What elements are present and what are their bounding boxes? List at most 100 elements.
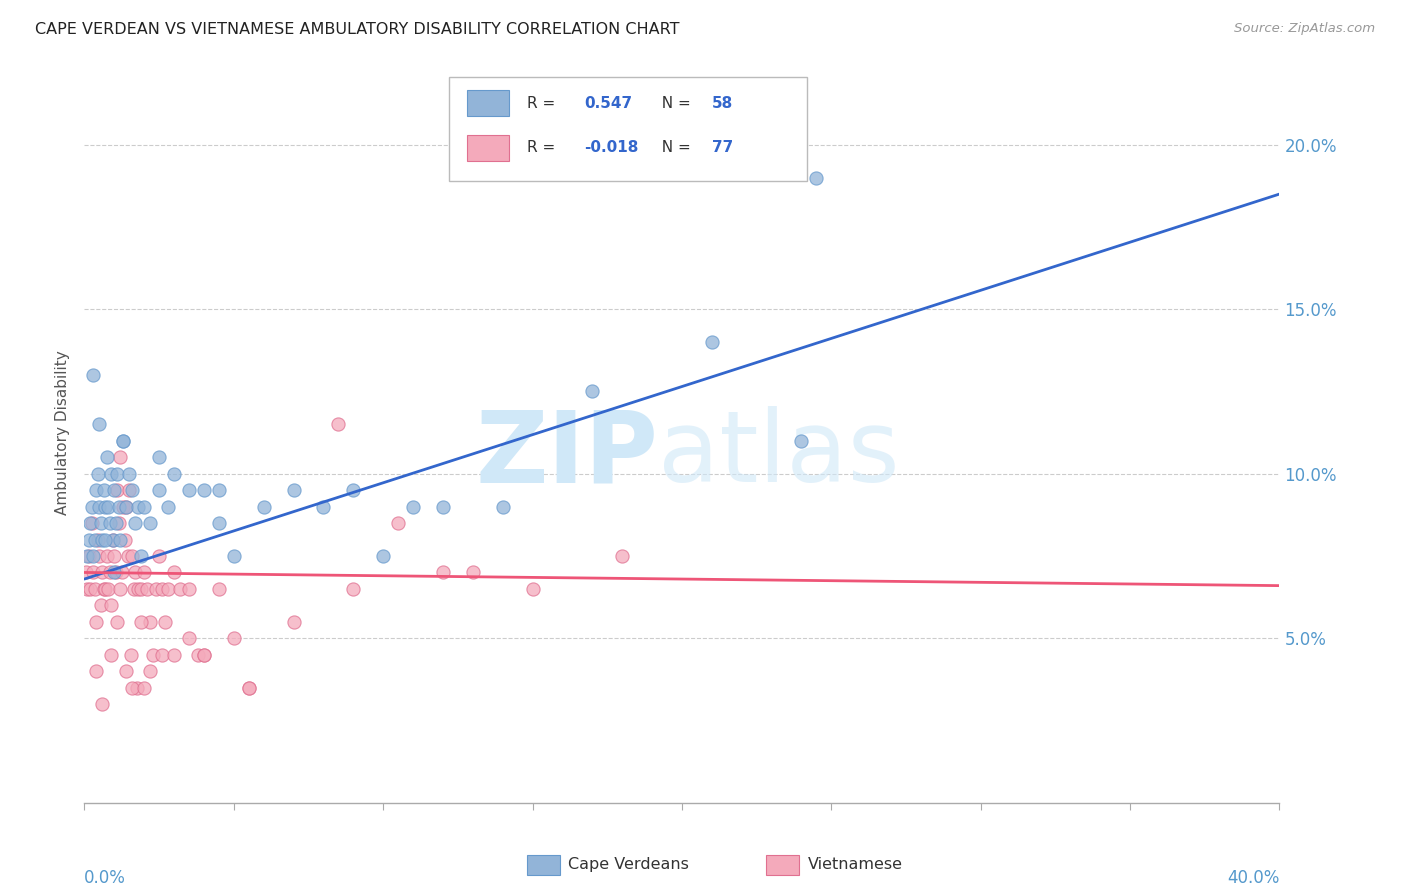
- Point: [136, 582, 159, 596]
- Point: [139, 664, 162, 678]
- Point: [94, 500, 117, 514]
- Text: Vietnamese: Vietnamese: [807, 857, 903, 872]
- Point: [581, 384, 603, 399]
- Point: [432, 500, 454, 514]
- Point: [98, 516, 121, 530]
- Point: [82, 368, 104, 382]
- Point: [402, 500, 425, 514]
- Point: [208, 483, 231, 498]
- Point: [163, 467, 186, 481]
- Text: 0.547: 0.547: [583, 95, 633, 111]
- Point: [790, 434, 813, 448]
- Point: [148, 483, 170, 498]
- Point: [139, 516, 162, 530]
- Point: [94, 582, 117, 596]
- Point: [83, 533, 105, 547]
- FancyBboxPatch shape: [449, 78, 807, 181]
- Point: [79, 582, 101, 596]
- Point: [115, 500, 138, 514]
- Point: [169, 582, 191, 596]
- Text: 77: 77: [711, 140, 733, 155]
- Point: [80, 516, 103, 530]
- Point: [89, 500, 111, 514]
- Point: [82, 549, 104, 563]
- Point: [148, 450, 170, 465]
- Point: [522, 582, 544, 596]
- Point: [105, 483, 128, 498]
- Point: [112, 434, 135, 448]
- Point: [75, 566, 97, 580]
- Point: [145, 582, 167, 596]
- Point: [112, 500, 135, 514]
- Point: [122, 582, 145, 596]
- Point: [97, 582, 120, 596]
- Text: atlas: atlas: [658, 407, 900, 503]
- Point: [97, 500, 120, 514]
- Point: [94, 533, 117, 547]
- Text: CAPE VERDEAN VS VIETNAMESE AMBULATORY DISABILITY CORRELATION CHART: CAPE VERDEAN VS VIETNAMESE AMBULATORY DI…: [35, 22, 679, 37]
- Point: [101, 533, 124, 547]
- Point: [132, 566, 156, 580]
- Point: [124, 516, 146, 530]
- Point: [150, 648, 173, 662]
- Point: [208, 582, 231, 596]
- Point: [101, 533, 124, 547]
- Text: R =: R =: [527, 140, 560, 155]
- Point: [461, 566, 484, 580]
- Point: [177, 582, 200, 596]
- Point: [283, 483, 305, 498]
- Point: [91, 697, 114, 711]
- Point: [193, 648, 215, 662]
- Point: [118, 483, 141, 498]
- Point: [177, 483, 200, 498]
- Point: [103, 483, 125, 498]
- Text: -0.018: -0.018: [583, 140, 638, 155]
- Point: [121, 549, 143, 563]
- Point: [96, 549, 118, 563]
- Point: [129, 615, 152, 629]
- Point: [91, 566, 114, 580]
- Point: [139, 615, 162, 629]
- Point: [76, 582, 98, 596]
- Point: [612, 549, 634, 563]
- Point: [90, 516, 112, 530]
- Point: [87, 467, 110, 481]
- Point: [110, 582, 132, 596]
- Point: [93, 582, 115, 596]
- Point: [127, 582, 149, 596]
- Point: [312, 500, 335, 514]
- Point: [90, 599, 112, 613]
- Point: [148, 549, 170, 563]
- Point: [76, 549, 98, 563]
- Point: [100, 467, 122, 481]
- Point: [115, 500, 138, 514]
- Point: [107, 500, 129, 514]
- FancyBboxPatch shape: [467, 90, 509, 116]
- Point: [86, 615, 108, 629]
- Point: [118, 467, 141, 481]
- Point: [342, 582, 364, 596]
- Point: [129, 582, 152, 596]
- Point: [77, 533, 100, 547]
- Point: [111, 566, 134, 580]
- Point: [187, 648, 209, 662]
- Point: [157, 582, 180, 596]
- Point: [80, 500, 103, 514]
- Point: [193, 483, 215, 498]
- Text: 58: 58: [711, 95, 733, 111]
- Point: [104, 566, 127, 580]
- Text: 0.0%: 0.0%: [84, 869, 127, 887]
- Text: Source: ZipAtlas.com: Source: ZipAtlas.com: [1234, 22, 1375, 36]
- Point: [120, 648, 142, 662]
- Point: [492, 500, 515, 514]
- Point: [700, 335, 723, 350]
- Point: [132, 500, 156, 514]
- FancyBboxPatch shape: [766, 855, 799, 875]
- Point: [121, 681, 143, 695]
- Text: ZIP: ZIP: [475, 407, 658, 503]
- Point: [89, 549, 111, 563]
- Point: [100, 648, 122, 662]
- Text: 40.0%: 40.0%: [1227, 869, 1279, 887]
- Point: [86, 664, 108, 678]
- Point: [77, 549, 100, 563]
